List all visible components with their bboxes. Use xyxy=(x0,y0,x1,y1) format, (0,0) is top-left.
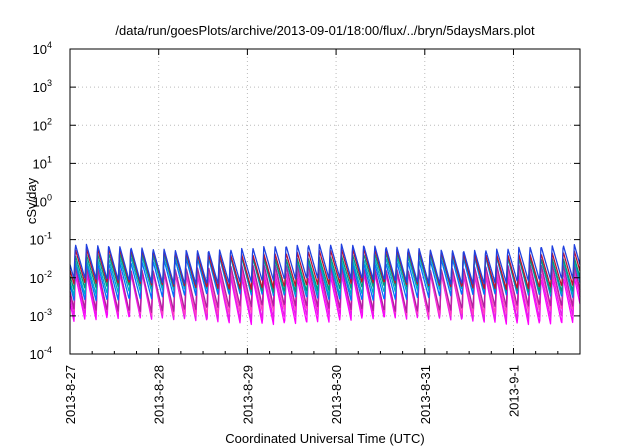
y-tick-base: 10 xyxy=(30,309,44,324)
y-tick-base: 10 xyxy=(30,271,44,286)
y-tick-exponent: 3 xyxy=(47,78,52,88)
y-tick-label: 100 xyxy=(33,193,52,210)
y-tick-base: 10 xyxy=(30,347,44,362)
y-tick-exponent: 4 xyxy=(47,40,52,50)
x-axis-label: Coordinated Universal Time (UTC) xyxy=(225,431,424,446)
series-group xyxy=(69,243,581,326)
y-tick-label: 10-2 xyxy=(30,269,52,286)
y-axis-label: cSv/day xyxy=(24,177,39,224)
x-tick-label: 2013-9-1 xyxy=(506,365,521,417)
y-tick-base: 10 xyxy=(30,233,44,248)
x-tick-label: 2013-8-31 xyxy=(418,365,433,424)
x-tick-label: 2013-8-28 xyxy=(152,365,167,424)
y-tick-label: 104 xyxy=(33,40,52,57)
x-axis: 2013-8-27 2013-8-28 2013-8-29 2013-8-30 2013… xyxy=(63,49,559,424)
y-tick-exponent: 2 xyxy=(47,116,52,126)
y-tick-base: 10 xyxy=(33,80,47,95)
y-tick-exponent: -3 xyxy=(44,307,52,317)
y-tick-exponent: 1 xyxy=(47,154,52,164)
y-tick-label: 102 xyxy=(33,116,52,133)
y-tick-exponent: -4 xyxy=(44,345,52,355)
x-tick-label: 2013-8-29 xyxy=(240,365,255,424)
y-tick-label: 10-4 xyxy=(30,345,52,362)
y-tick-exponent: 0 xyxy=(47,193,52,203)
y-tick-base: 10 xyxy=(33,118,47,133)
y-tick-base: 10 xyxy=(33,42,47,57)
chart-title: /data/run/goesPlots/archive/2013-09-01/1… xyxy=(115,23,535,38)
x-tick-label: 2013-8-30 xyxy=(329,365,344,424)
series-line xyxy=(69,243,581,285)
y-tick-label: 10-3 xyxy=(30,307,52,324)
y-tick-label: 103 xyxy=(33,78,52,95)
y-tick-label: 10-1 xyxy=(30,231,52,248)
y-tick-base: 10 xyxy=(33,156,47,171)
y-tick-exponent: -2 xyxy=(44,269,52,279)
y-tick-exponent: -1 xyxy=(44,231,52,241)
series-line xyxy=(69,254,581,297)
x-tick-label: 2013-8-27 xyxy=(63,365,78,424)
y-tick-base: 10 xyxy=(33,195,47,210)
series-line xyxy=(69,262,581,314)
y-tick-label: 101 xyxy=(33,154,52,171)
